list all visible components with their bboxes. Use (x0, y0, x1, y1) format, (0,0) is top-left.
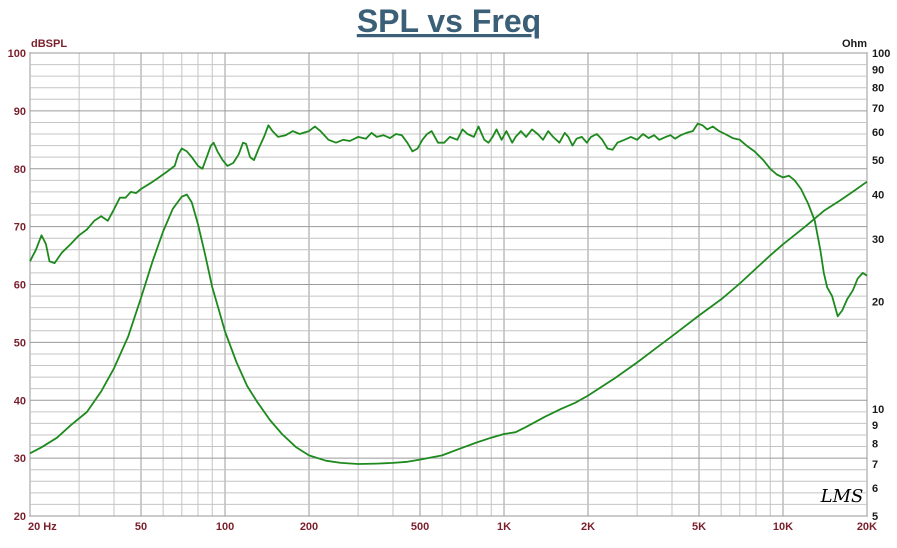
right-tick-label: 50 (872, 155, 884, 167)
x-axis-ticks: 20 Hz 50 100 200 500 1K 2K 5K 10K 20K (28, 521, 877, 533)
left-tick-label: 70 (14, 222, 26, 234)
left-tick-label: 100 (8, 48, 26, 60)
right-axis-ticks: 5 6 7 8 9 10 20 30 40 50 60 70 80 90 100 (872, 48, 890, 523)
x-tick-label: 100 (216, 521, 234, 533)
right-tick-label: 60 (872, 127, 884, 139)
right-tick-label: 90 (872, 64, 884, 76)
right-tick-label: 100 (872, 48, 890, 60)
left-axis-ticks: 20 30 40 50 60 70 80 90 100 (8, 48, 26, 523)
left-tick-label: 30 (14, 453, 26, 465)
lms-watermark: LMS (820, 486, 864, 507)
chart-title: SPL vs Freq (357, 3, 541, 39)
right-tick-label: 6 (872, 483, 878, 495)
x-tick-label: 20K (857, 521, 877, 533)
x-tick-label: 200 (300, 521, 318, 533)
right-tick-label: 20 (872, 297, 884, 309)
x-tick-label: 50 (135, 521, 147, 533)
spl-curve (29, 122, 868, 318)
x-tick-label: 5K (692, 521, 706, 533)
x-tick-label: 1K (497, 521, 511, 533)
left-tick-label: 90 (14, 106, 26, 118)
left-tick-label: 80 (14, 164, 26, 176)
x-tick-label: 2K (581, 521, 595, 533)
right-axis-unit: Ohm (842, 38, 867, 50)
impedance-curve (29, 180, 868, 465)
right-tick-label: 30 (872, 234, 884, 246)
left-tick-label: 40 (14, 395, 26, 407)
right-tick-label: 5 (872, 511, 878, 523)
x-tick-label: 10K (773, 521, 793, 533)
grid (29, 52, 868, 517)
x-tick-label: 500 (411, 521, 429, 533)
right-tick-label: 70 (872, 103, 884, 115)
left-tick-label: 60 (14, 280, 26, 292)
right-tick-label: 80 (872, 82, 884, 94)
right-tick-label: 9 (872, 420, 878, 432)
left-axis-unit: dBSPL (31, 38, 67, 50)
curves (29, 122, 868, 465)
left-tick-label: 50 (14, 337, 26, 349)
right-tick-label: 40 (872, 190, 884, 202)
x-tick-label: 20 Hz (28, 521, 57, 533)
right-tick-label: 8 (872, 438, 878, 450)
left-tick-label: 20 (14, 511, 26, 523)
right-tick-label: 10 (872, 404, 884, 416)
right-tick-label: 7 (872, 459, 878, 471)
